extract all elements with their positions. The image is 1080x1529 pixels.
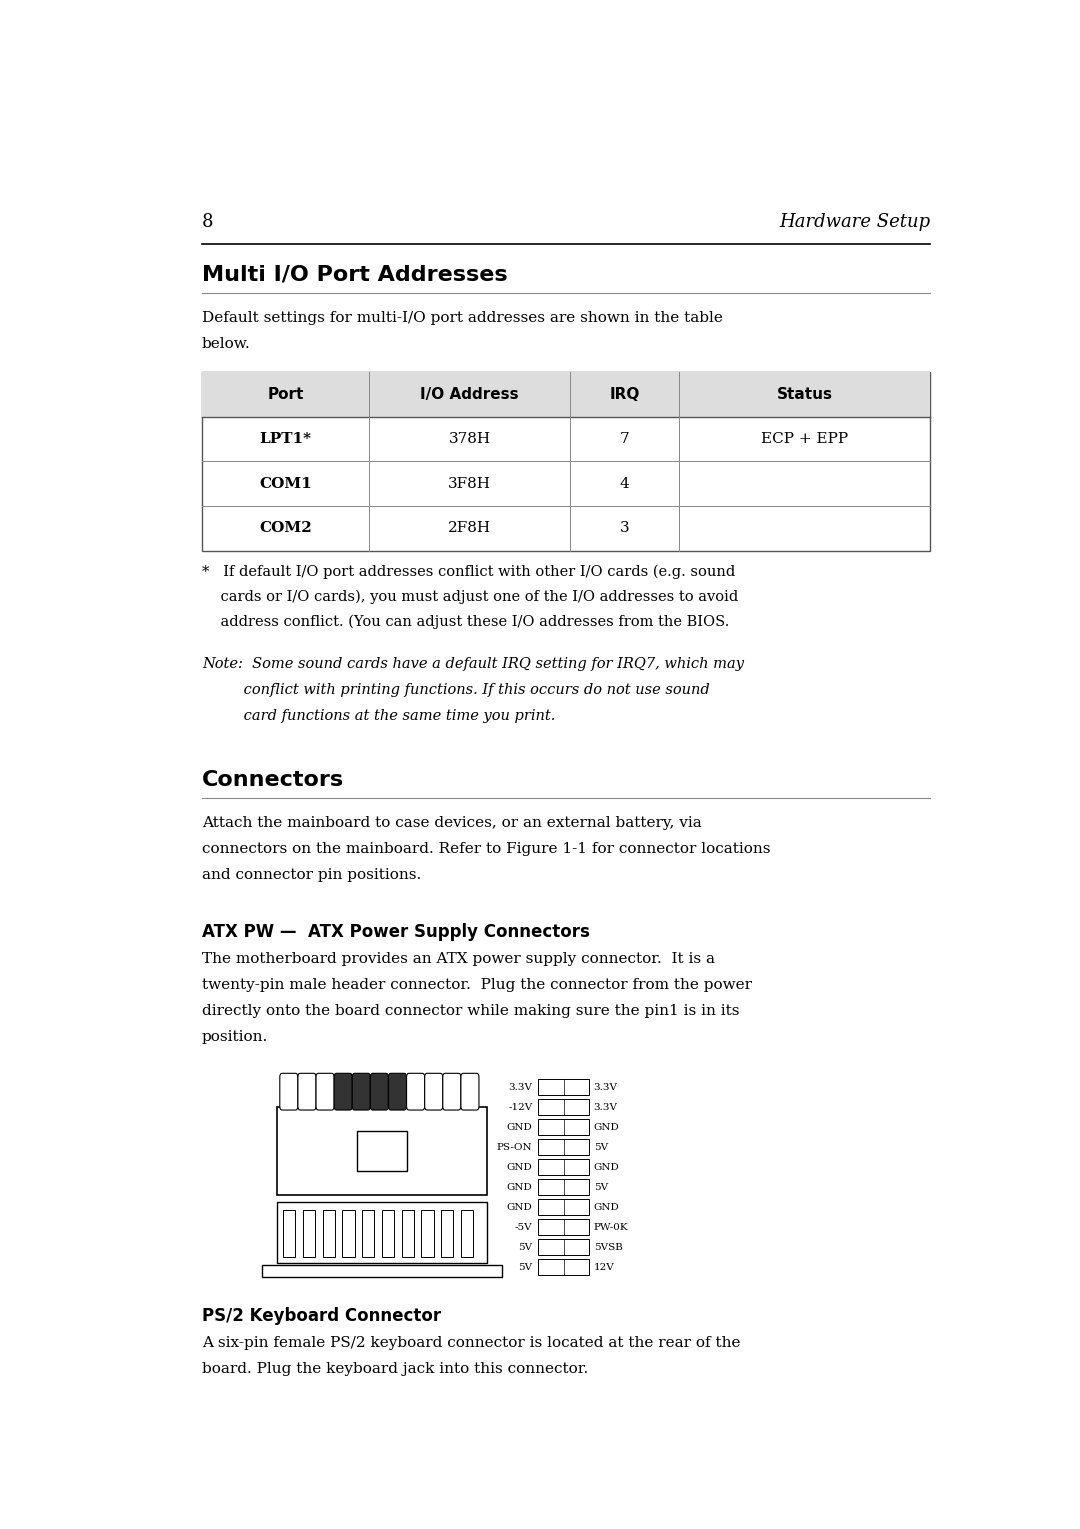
Bar: [539, 1159, 589, 1176]
FancyBboxPatch shape: [389, 1073, 406, 1110]
FancyBboxPatch shape: [443, 1073, 461, 1110]
Text: 4: 4: [620, 477, 630, 491]
Bar: [278, 1107, 486, 1194]
Bar: [539, 1139, 589, 1154]
Bar: [539, 1238, 589, 1255]
Bar: [202, 372, 930, 550]
Bar: [421, 1209, 434, 1257]
Bar: [539, 1199, 589, 1216]
Text: *   If default I/O port addresses conflict with other I/O cards (e.g. sound: * If default I/O port addresses conflict…: [202, 564, 735, 579]
Text: 5VSB: 5VSB: [594, 1243, 622, 1252]
Text: 7: 7: [620, 433, 630, 446]
Bar: [539, 1079, 589, 1095]
Bar: [441, 1209, 454, 1257]
FancyBboxPatch shape: [406, 1073, 424, 1110]
Text: COM2: COM2: [259, 521, 312, 535]
Text: Note:  Some sound cards have a default IRQ setting for IRQ7, which may: Note: Some sound cards have a default IR…: [202, 657, 744, 671]
Text: GND: GND: [507, 1162, 532, 1171]
Bar: [342, 1209, 354, 1257]
FancyBboxPatch shape: [298, 1073, 316, 1110]
Text: connectors on the mainboard. Refer to Figure 1-1 for connector locations: connectors on the mainboard. Refer to Fi…: [202, 841, 770, 856]
Bar: [539, 1099, 589, 1115]
Text: twenty-pin male header connector.  Plug the connector from the power: twenty-pin male header connector. Plug t…: [202, 979, 752, 992]
Text: 3: 3: [620, 521, 630, 535]
Text: GND: GND: [594, 1122, 620, 1131]
Text: 5V: 5V: [518, 1243, 532, 1252]
Text: Hardware Setup: Hardware Setup: [779, 213, 930, 231]
Text: I/O Address: I/O Address: [420, 387, 519, 402]
Text: 5V: 5V: [594, 1142, 608, 1151]
Text: board. Plug the keyboard jack into this connector.: board. Plug the keyboard jack into this …: [202, 1362, 589, 1376]
Text: COM1: COM1: [259, 477, 312, 491]
Text: ATX PW —  ATX Power Supply Connectors: ATX PW — ATX Power Supply Connectors: [202, 924, 590, 940]
Text: Connectors: Connectors: [202, 769, 345, 790]
Text: Attach the mainboard to case devices, or an external battery, via: Attach the mainboard to case devices, or…: [202, 815, 702, 830]
Text: below.: below.: [202, 336, 251, 350]
Text: 2F8H: 2F8H: [448, 521, 491, 535]
Text: Port: Port: [268, 387, 303, 402]
Text: The motherboard provides an ATX power supply connector.  It is a: The motherboard provides an ATX power su…: [202, 953, 715, 966]
Bar: [402, 1209, 414, 1257]
Bar: [539, 1179, 589, 1196]
Text: 3.3V: 3.3V: [594, 1083, 618, 1092]
Bar: [278, 1202, 486, 1263]
Text: 12V: 12V: [594, 1263, 615, 1272]
Bar: [323, 1209, 335, 1257]
Text: PW-0K: PW-0K: [594, 1223, 629, 1232]
Bar: [362, 1209, 375, 1257]
Bar: [202, 372, 930, 416]
Bar: [539, 1119, 589, 1135]
Text: -12V: -12V: [509, 1102, 532, 1112]
FancyBboxPatch shape: [424, 1073, 443, 1110]
Text: Status: Status: [777, 387, 833, 402]
Text: 8: 8: [202, 213, 214, 231]
Text: GND: GND: [507, 1122, 532, 1131]
FancyBboxPatch shape: [370, 1073, 389, 1110]
Bar: [539, 1219, 589, 1235]
Text: GND: GND: [507, 1182, 532, 1191]
FancyBboxPatch shape: [461, 1073, 478, 1110]
Text: LPT1*: LPT1*: [259, 433, 312, 446]
Text: cards or I/O cards), you must adjust one of the I/O addresses to avoid: cards or I/O cards), you must adjust one…: [202, 590, 739, 604]
Bar: [356, 1131, 407, 1171]
Bar: [302, 1209, 315, 1257]
Text: 5V: 5V: [518, 1263, 532, 1272]
Text: GND: GND: [594, 1162, 620, 1171]
Text: address conflict. (You can adjust these I/O addresses from the BIOS.: address conflict. (You can adjust these …: [202, 615, 729, 628]
Text: IRQ: IRQ: [609, 387, 639, 402]
Text: 3.3V: 3.3V: [594, 1102, 618, 1112]
Text: GND: GND: [594, 1203, 620, 1211]
Bar: [283, 1209, 296, 1257]
Text: Default settings for multi-I/O port addresses are shown in the table: Default settings for multi-I/O port addr…: [202, 310, 723, 324]
Text: ECP + EPP: ECP + EPP: [761, 433, 848, 446]
Bar: [262, 1266, 501, 1277]
Text: PS-ON: PS-ON: [497, 1142, 532, 1151]
Text: card functions at the same time you print.: card functions at the same time you prin…: [202, 708, 555, 723]
FancyBboxPatch shape: [352, 1073, 370, 1110]
Bar: [461, 1209, 473, 1257]
Text: 3F8H: 3F8H: [448, 477, 491, 491]
Text: position.: position.: [202, 1031, 268, 1044]
Bar: [539, 1260, 589, 1275]
Text: GND: GND: [507, 1203, 532, 1211]
Text: -5V: -5V: [515, 1223, 532, 1232]
FancyBboxPatch shape: [280, 1073, 298, 1110]
FancyBboxPatch shape: [316, 1073, 334, 1110]
FancyBboxPatch shape: [334, 1073, 352, 1110]
Text: conflict with printing functions. If this occurs do not use sound: conflict with printing functions. If thi…: [202, 682, 710, 697]
Text: directly onto the board connector while making sure the pin1 is in its: directly onto the board connector while …: [202, 1005, 740, 1018]
Text: PS/2 Keyboard Connector: PS/2 Keyboard Connector: [202, 1307, 441, 1324]
Text: 378H: 378H: [448, 433, 491, 446]
Text: 5V: 5V: [594, 1182, 608, 1191]
Text: Multi I/O Port Addresses: Multi I/O Port Addresses: [202, 265, 508, 284]
Text: A six-pin female PS/2 keyboard connector is located at the rear of the: A six-pin female PS/2 keyboard connector…: [202, 1336, 741, 1350]
Text: and connector pin positions.: and connector pin positions.: [202, 867, 421, 882]
Text: 3.3V: 3.3V: [509, 1083, 532, 1092]
Bar: [382, 1209, 394, 1257]
